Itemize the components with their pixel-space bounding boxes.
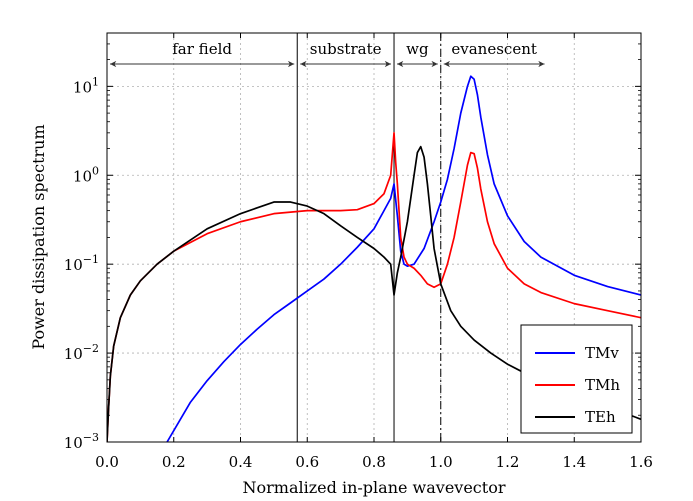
x-axis-ticks: 0.0 0.2 0.4 0.6 0.8 1.0 1.2 1.4 1.6 — [95, 33, 653, 471]
y-tick-label: 10−3 — [64, 431, 99, 452]
x-tick-label: 0.6 — [295, 453, 319, 471]
region-label: evanescent — [451, 40, 537, 58]
series-line-tmv — [166, 75, 641, 442]
x-tick-label: 1.0 — [429, 453, 453, 471]
x-tick-label: 0.4 — [229, 453, 253, 471]
x-tick-label: 1.6 — [629, 453, 653, 471]
x-tick-label: 0.2 — [162, 453, 186, 471]
y-tick-label: 100 — [73, 164, 99, 185]
legend-label-teh: TEh — [585, 408, 616, 426]
series-lines — [107, 75, 641, 442]
y-axis-ticks: 10−3 10−2 10−1 100 101 — [64, 43, 641, 452]
region-label: substrate — [310, 40, 382, 58]
y-tick-label: 101 — [73, 75, 99, 96]
region-label: wg — [406, 40, 429, 58]
x-tick-label: 0.0 — [95, 453, 119, 471]
region-boundaries — [296, 33, 442, 442]
y-axis-label: Power dissipation spectrum — [29, 124, 48, 349]
legend-box — [520, 324, 633, 434]
legend-label-tmh: TMh — [585, 376, 620, 394]
x-tick-label: 1.2 — [496, 453, 520, 471]
region-label: far field — [172, 40, 232, 58]
series-line-teh — [107, 145, 641, 442]
y-tick-label: 10−2 — [64, 342, 99, 363]
region-annotations: far field substrate wg evanescent — [110, 40, 545, 68]
x-axis-label: Normalized in-plane wavevector — [243, 478, 506, 497]
y-tick-label: 10−1 — [64, 253, 99, 274]
legend: TMv TMh TEh — [520, 324, 633, 434]
x-tick-label: 0.8 — [362, 453, 386, 471]
x-tick-label: 1.4 — [562, 453, 586, 471]
legend-label-tmv: TMv — [585, 344, 619, 362]
